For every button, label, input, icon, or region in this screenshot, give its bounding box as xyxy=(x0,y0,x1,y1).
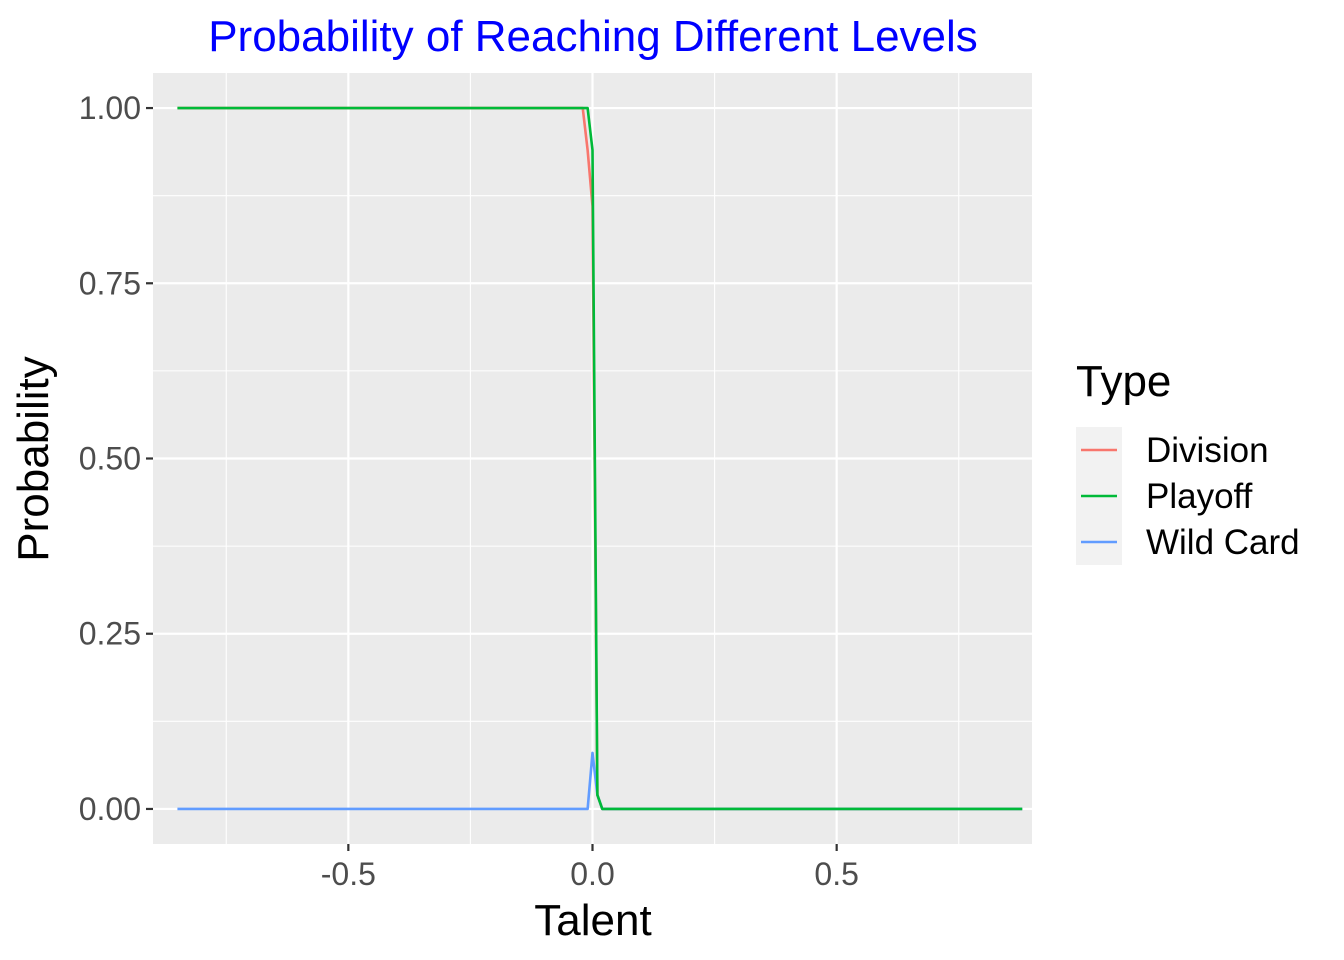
y-tick-label: 0.75 xyxy=(79,265,141,301)
legend-label: Division xyxy=(1146,431,1269,470)
y-tick-label: 1.00 xyxy=(79,90,141,126)
series-line-playoff xyxy=(177,106,1023,811)
y-tick-label: 0.25 xyxy=(79,616,141,652)
x-tick-label: -0.5 xyxy=(321,856,376,892)
x-axis: -0.5 0.0 0.5 xyxy=(321,844,859,892)
y-tick-label: 0.00 xyxy=(79,791,141,827)
legend-label: Wild Card xyxy=(1146,523,1300,562)
y-axis: 0.00 0.25 0.50 0.75 1.00 xyxy=(79,90,153,827)
x-tick-label: 0.5 xyxy=(814,856,858,892)
legend-label: Playoff xyxy=(1146,477,1253,516)
legend-items: Division Playoff Wild Card xyxy=(1076,427,1300,565)
y-axis-title: Probability xyxy=(9,356,58,561)
chart-title: Probability of Reaching Different Levels xyxy=(208,12,978,61)
legend: Type Division Playoff Wild Card xyxy=(1076,357,1300,565)
x-axis-title: Talent xyxy=(534,896,651,945)
legend-title: Type xyxy=(1076,357,1171,406)
x-tick-label: 0.0 xyxy=(570,856,614,892)
series-lines xyxy=(177,106,1023,811)
y-tick-label: 0.50 xyxy=(79,441,141,477)
